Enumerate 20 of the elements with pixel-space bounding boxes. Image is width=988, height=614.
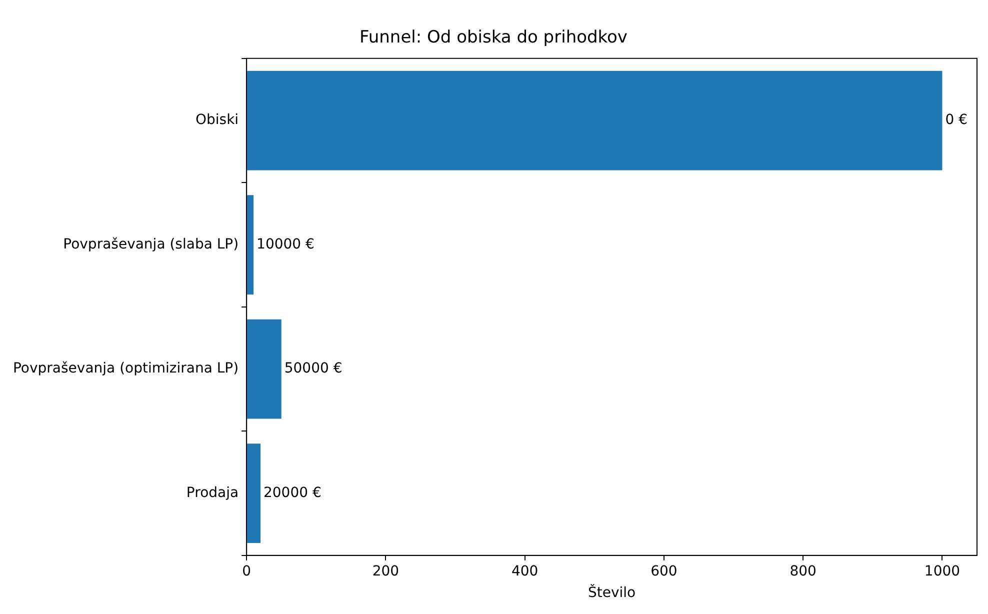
x-tick-label: 0: [242, 563, 252, 580]
y-tick-label: Obiski: [195, 112, 239, 128]
x-tick-label: 1000: [924, 563, 960, 580]
x-tick-label: 800: [790, 563, 816, 580]
x-tick-label: 600: [650, 563, 678, 580]
bar: [247, 444, 260, 543]
bar: [247, 319, 282, 419]
annotation: 0 €: [945, 112, 968, 128]
annotation: 20000 €: [263, 484, 322, 501]
y-tick-label: Povpraševanja (slaba LP): [63, 236, 239, 252]
x-tick-label: 400: [511, 563, 538, 580]
y-tick-label: Povpraševanja (optimizirana LP): [12, 360, 239, 377]
annotation: 50000 €: [284, 360, 342, 377]
annotation: 10000 €: [256, 236, 314, 252]
x-axis-title: Število: [588, 584, 636, 602]
chart-title: Funnel: Od obiska do prihodkov: [360, 28, 628, 48]
bar: [247, 70, 942, 170]
x-tick-label: 200: [372, 563, 400, 580]
y-tick-label: Prodaja: [186, 484, 239, 501]
bar: [247, 195, 254, 294]
